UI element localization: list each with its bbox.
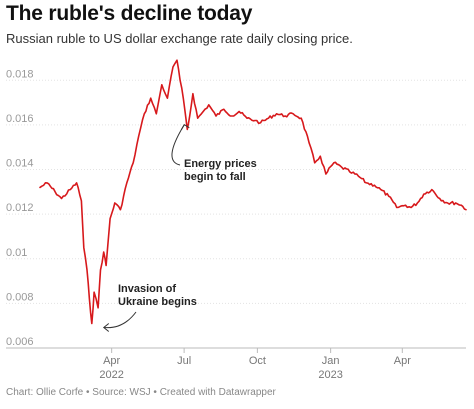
- chart-subtitle: Russian ruble to US dollar exchange rate…: [6, 31, 353, 46]
- annotation-arrow: [103, 311, 137, 329]
- y-tick-label: 0.01: [6, 247, 27, 259]
- y-tick-label: 0.008: [6, 291, 34, 303]
- y-tick-label: 0.012: [6, 202, 34, 214]
- series-layer: [39, 59, 467, 325]
- annotation-arrowhead: [180, 124, 190, 130]
- x-tick-year-label: 2023: [318, 369, 342, 381]
- x-tick-year-label: 2022: [99, 369, 123, 381]
- annotation-arrowhead: [102, 323, 110, 332]
- annotation-invasion: Invasion of: [118, 283, 176, 295]
- annotation-arrow: [171, 124, 185, 166]
- ruble-usd-series-line: [39, 59, 467, 325]
- y-tick-label: 0.006: [6, 336, 34, 348]
- y-axis-ticks: 0.006 0.008 0.01 0.012 0.014 0.016 0.018: [6, 68, 34, 348]
- y-tick-label: 0.018: [6, 68, 34, 80]
- x-axis-ticks: Apr 2022 Jul Oct Jan 2023 Apr: [99, 348, 411, 381]
- y-tick-label: 0.016: [6, 113, 34, 125]
- y-tick-label: 0.014: [6, 158, 34, 170]
- annotation-energy-prices: begin to fall: [184, 171, 246, 183]
- x-tick-label: Jan: [322, 355, 340, 367]
- x-tick-label: Apr: [103, 355, 120, 367]
- chart-title: The ruble's decline today: [6, 2, 253, 25]
- grid-lines: [6, 79, 466, 349]
- x-tick-label: Jul: [177, 355, 191, 367]
- annotation-energy-prices: Energy prices: [184, 158, 257, 170]
- chart-credit: Chart: Ollie Corfe • Source: WSJ • Creat…: [6, 387, 276, 398]
- x-tick-label: Apr: [394, 355, 411, 367]
- x-tick-label: Oct: [249, 355, 266, 367]
- annotation-invasion: Ukraine begins: [118, 296, 197, 308]
